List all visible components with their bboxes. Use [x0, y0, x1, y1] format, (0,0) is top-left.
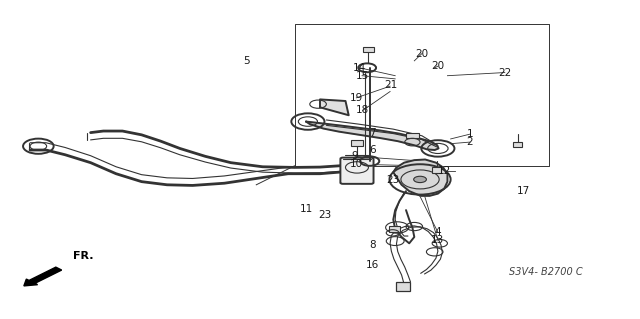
Text: 12: 12 [438, 166, 451, 175]
Text: 6: 6 [369, 145, 376, 155]
Text: 1: 1 [467, 129, 473, 139]
Text: 8: 8 [369, 240, 376, 250]
Text: 21: 21 [385, 80, 398, 90]
Text: 9: 9 [352, 151, 358, 161]
Text: 20: 20 [415, 48, 429, 59]
Text: 19: 19 [349, 93, 363, 103]
Text: 18: 18 [356, 106, 369, 115]
FancyArrow shape [24, 267, 61, 286]
Text: FR.: FR. [74, 251, 94, 261]
Polygon shape [320, 100, 349, 115]
Text: 23: 23 [319, 210, 332, 220]
Text: 2: 2 [467, 137, 473, 147]
Text: 15: 15 [355, 71, 369, 81]
Bar [432, 167, 441, 173]
FancyBboxPatch shape [340, 158, 374, 184]
Bar [351, 140, 364, 146]
Bar [396, 282, 410, 291]
Text: 20: 20 [431, 61, 444, 71]
Text: 13: 13 [431, 235, 445, 245]
Text: 10: 10 [349, 159, 363, 169]
Bar [389, 226, 400, 232]
Text: 7: 7 [369, 128, 376, 137]
Bar [406, 133, 419, 138]
Text: 4: 4 [435, 227, 441, 237]
Polygon shape [394, 160, 447, 196]
Bar [363, 47, 374, 52]
Polygon shape [306, 122, 438, 150]
Text: 23: 23 [387, 175, 400, 185]
Text: 5: 5 [243, 56, 250, 66]
Text: 14: 14 [353, 63, 366, 73]
Text: 16: 16 [365, 260, 379, 271]
Text: 22: 22 [498, 68, 511, 78]
Circle shape [413, 176, 426, 182]
Text: 17: 17 [517, 186, 531, 196]
Bar [513, 142, 522, 147]
Text: 11: 11 [300, 204, 312, 213]
Text: S3V4- B2700 C: S3V4- B2700 C [509, 267, 583, 277]
